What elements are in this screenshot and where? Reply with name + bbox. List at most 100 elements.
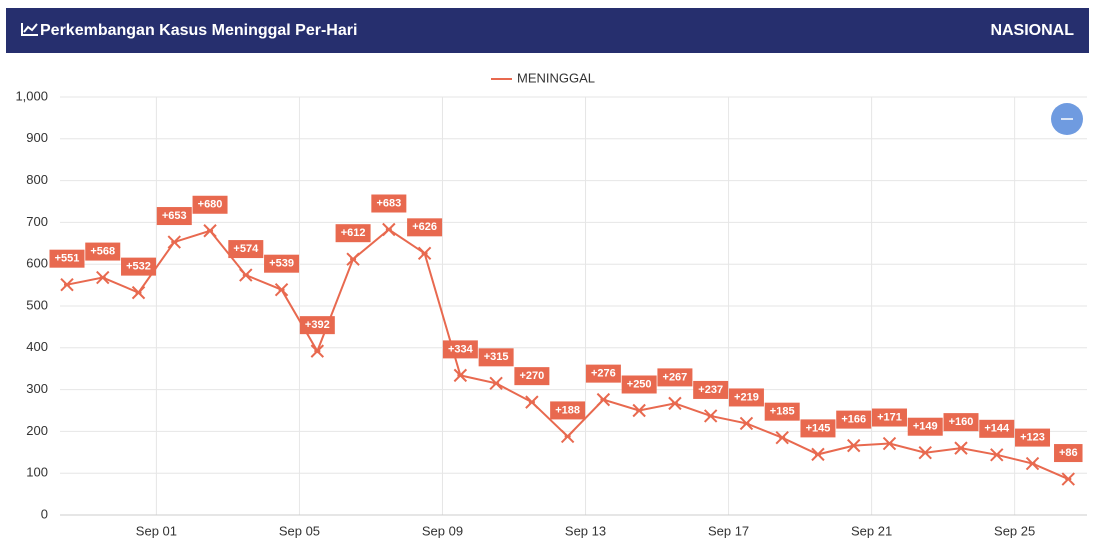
- point-marker: [203, 224, 217, 238]
- value-label: +574: [233, 243, 259, 255]
- y-tick-label: 800: [26, 172, 48, 187]
- value-label: +188: [555, 404, 580, 416]
- point-marker: [310, 344, 325, 358]
- value-label: +653: [162, 210, 187, 222]
- value-label: +237: [698, 384, 723, 396]
- point-marker: [632, 403, 646, 418]
- value-label-box: [907, 417, 943, 436]
- value-label: +123: [1020, 431, 1045, 443]
- value-label-box: [407, 218, 443, 237]
- point-marker: [274, 282, 289, 297]
- x-tick-label: Sep 01: [136, 523, 177, 538]
- legend-label: MENINGGAL: [517, 70, 595, 85]
- point-marker: [96, 270, 110, 285]
- value-label-box: [550, 401, 586, 420]
- value-label-box: [979, 419, 1015, 438]
- value-label-box: [85, 242, 121, 261]
- point-marker: [560, 429, 575, 444]
- value-label: +166: [841, 414, 866, 426]
- value-label: +144: [984, 423, 1010, 435]
- value-label: +551: [55, 253, 80, 265]
- value-label: +250: [627, 378, 652, 390]
- point-marker: [918, 446, 932, 460]
- value-label-box: [192, 195, 228, 214]
- y-tick-label: 400: [26, 339, 48, 354]
- header-icon: [21, 23, 38, 36]
- value-label: +315: [484, 351, 509, 363]
- value-label-box: [335, 224, 371, 243]
- value-label: +160: [949, 416, 974, 428]
- value-label: +270: [519, 370, 544, 382]
- point-marker: [739, 416, 754, 431]
- point-marker: [453, 368, 468, 383]
- y-tick-label: 500: [26, 297, 48, 312]
- value-label: +334: [448, 343, 474, 355]
- value-label: +267: [663, 371, 688, 383]
- x-tick-label: Sep 09: [422, 523, 463, 538]
- value-label-box: [621, 375, 657, 394]
- header-bar: [6, 8, 1089, 53]
- value-label-box: [371, 194, 407, 213]
- value-label-box: [442, 340, 478, 359]
- value-label-box: [693, 380, 729, 399]
- x-tick-label: Sep 13: [565, 523, 606, 538]
- y-tick-label: 600: [26, 256, 48, 271]
- value-label: +145: [806, 422, 831, 434]
- point-marker: [668, 396, 682, 411]
- value-label-box: [836, 410, 872, 429]
- value-label-box: [478, 348, 514, 367]
- value-label-box: [800, 419, 836, 438]
- value-label: +149: [913, 421, 938, 433]
- value-label: +392: [305, 319, 330, 331]
- point-marker: [954, 441, 968, 455]
- point-marker: [417, 246, 432, 261]
- value-label-box: [871, 408, 907, 427]
- value-label: +86: [1059, 447, 1078, 459]
- point-marker: [167, 235, 181, 249]
- value-label: +568: [90, 245, 115, 257]
- value-label: +219: [734, 391, 759, 403]
- y-tick-label: 1,000: [15, 88, 48, 103]
- x-tick-label: Sep 17: [708, 523, 749, 538]
- point-marker: [60, 277, 74, 292]
- y-tick-label: 700: [26, 214, 48, 229]
- point-marker: [703, 409, 718, 423]
- point-marker: [775, 430, 789, 445]
- value-label-box: [49, 249, 85, 268]
- header-title: Perkembangan Kasus Meninggal Per-Hari: [40, 22, 357, 39]
- point-marker: [990, 448, 1004, 462]
- value-label: +276: [591, 368, 616, 380]
- value-label-box: [514, 367, 550, 386]
- series-line: [66, 228, 1069, 480]
- point-marker: [596, 392, 611, 407]
- x-tick-label: Sep 05: [279, 523, 320, 538]
- point-marker: [239, 268, 253, 282]
- x-tick-label: Sep 25: [994, 523, 1035, 538]
- value-label-box: [1015, 428, 1051, 447]
- point-marker: [882, 436, 897, 451]
- value-label-box: [156, 207, 192, 226]
- value-label-box: [121, 257, 157, 276]
- point-marker: [847, 438, 861, 453]
- value-label-box: [228, 240, 264, 259]
- point-marker: [1025, 456, 1040, 471]
- value-label: +532: [126, 261, 151, 273]
- value-label: +626: [412, 221, 437, 233]
- value-label: +539: [269, 258, 294, 270]
- point-marker: [1061, 472, 1075, 486]
- x-tick-label: Sep 21: [851, 523, 892, 538]
- point-marker: [525, 395, 539, 409]
- value-label-box: [585, 364, 621, 383]
- value-label: +680: [198, 199, 223, 211]
- point-marker: [382, 222, 396, 237]
- y-tick-label: 900: [26, 130, 48, 145]
- value-label: +185: [770, 406, 795, 418]
- point-marker: [489, 376, 503, 391]
- point-marker: [346, 252, 360, 266]
- y-tick-label: 100: [26, 465, 48, 480]
- value-label-box: [764, 402, 800, 421]
- y-tick-label: 300: [26, 381, 48, 396]
- value-label-box: [299, 316, 335, 335]
- y-tick-label: 200: [26, 423, 48, 438]
